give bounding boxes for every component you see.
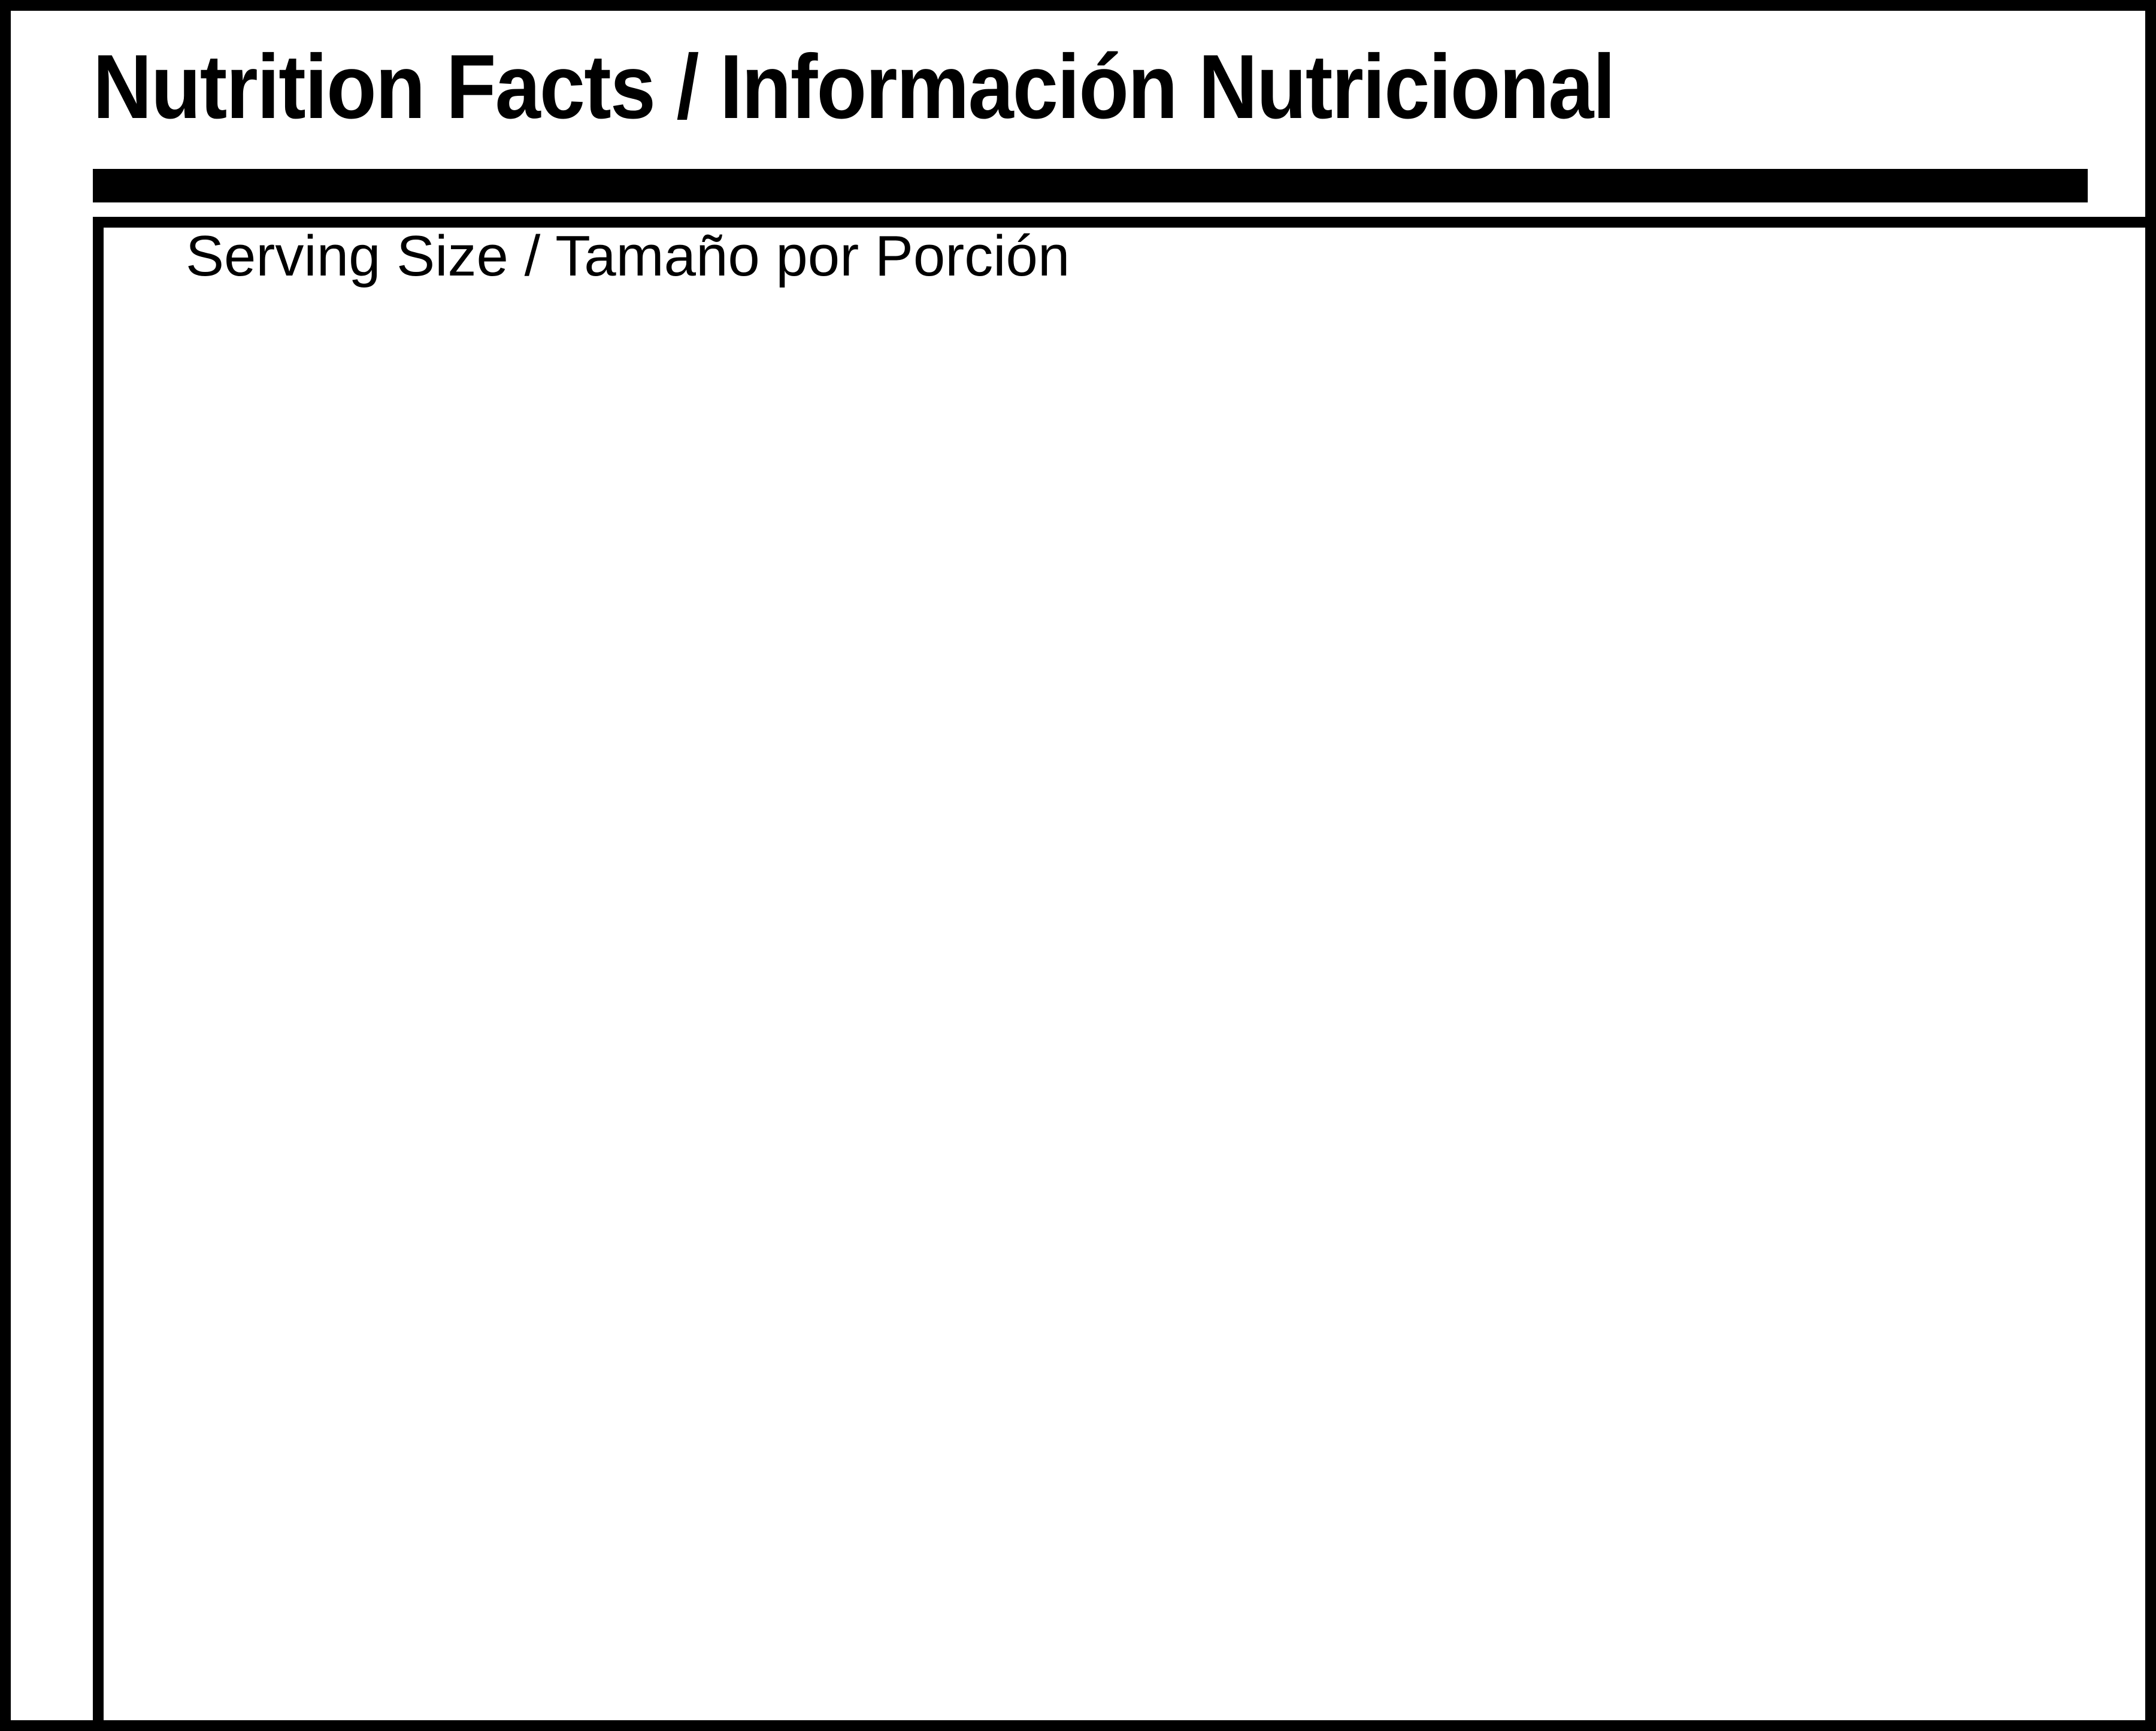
serving-size-row: Serving Size / Tamaño por Porción 2 g [93, 202, 2145, 1720]
page-title: Nutrition Facts / Información Nutriciona… [93, 36, 1616, 138]
serving-size-label: Serving Size / Tamaño por Porción [93, 217, 2145, 1720]
title-divider-bar [93, 169, 2088, 202]
serving-info-section: Serving Size / Tamaño por Porción 2 g Se… [93, 202, 2145, 1720]
label-header: Nutrition Facts / Información Nutriciona… [93, 11, 2088, 141]
